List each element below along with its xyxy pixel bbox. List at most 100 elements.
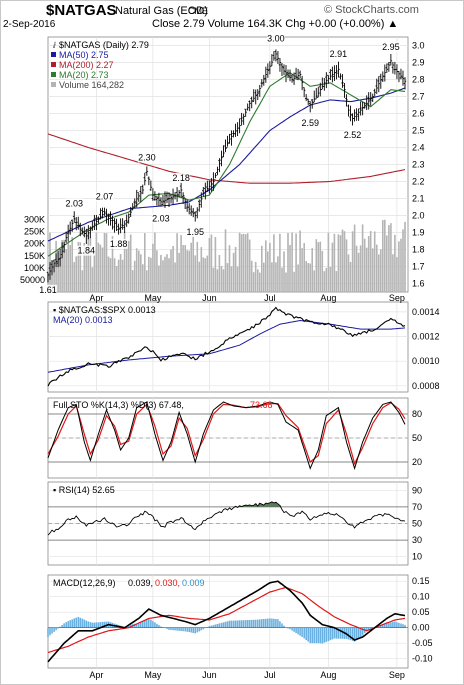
- macd-histogram-bar: [160, 626, 162, 628]
- legend-ma200: MA(200) 2.27: [59, 60, 114, 70]
- macd-histogram-bar: [65, 622, 67, 628]
- volume-bar: [53, 263, 55, 292]
- macd-histogram-bar: [178, 627, 180, 631]
- price-xtick-label: Apr: [89, 293, 103, 303]
- macd-histogram-bar: [180, 627, 182, 631]
- volume-bar: [77, 241, 80, 292]
- volume-bar: [180, 235, 182, 292]
- price-annotation: 1.95: [186, 227, 204, 237]
- macd-histogram-bar: [184, 627, 186, 632]
- volume-bar: [214, 237, 217, 292]
- ratio-line: [47, 306, 406, 387]
- macd-histogram-bar: [202, 627, 205, 630]
- macd-histogram-bar: [95, 622, 98, 628]
- volume-bar: [347, 254, 350, 292]
- ratio-ytick-label: 0.0008: [412, 381, 440, 391]
- volume-bar: [228, 245, 231, 292]
- stochastic-ytick-label: 50: [412, 433, 422, 443]
- macd-histogram-bar: [384, 623, 386, 628]
- volume-bar: [327, 232, 330, 292]
- price-annotation-bg: [186, 227, 205, 237]
- volume-bar: [299, 230, 301, 292]
- ratio-legend-main: ▪ $NATGAS:$SPX 0.0013: [53, 305, 156, 315]
- price-annotation-bg: [329, 48, 348, 59]
- volume-bar: [140, 254, 142, 292]
- macd-histogram-bar: [57, 627, 59, 629]
- macd-histogram-bar: [267, 618, 269, 628]
- volume-bar: [152, 243, 154, 292]
- volume-bar: [194, 255, 196, 292]
- macd-histogram-bar: [176, 627, 178, 631]
- volume-bar: [373, 231, 376, 292]
- price-annotation: 1.84: [78, 246, 96, 256]
- volume-bar: [174, 262, 176, 292]
- macd-ytick-label: -0.05: [412, 638, 433, 648]
- macd-histogram-bar: [347, 627, 350, 640]
- price-annotation: 1.88: [110, 239, 128, 249]
- macd-histogram-bar: [216, 624, 219, 628]
- volume-bar: [230, 266, 233, 292]
- macd-histogram-bar: [140, 622, 142, 628]
- symbol-name: Natural Gas (EOD): [115, 5, 208, 17]
- macd-histogram-bar: [337, 627, 340, 639]
- macd-histogram-bar: [359, 627, 362, 637]
- macd-histogram-bar: [291, 627, 293, 631]
- macd-ytick-label: 0.00: [412, 623, 430, 633]
- macd-histogram-bar: [150, 619, 152, 628]
- macd-histogram-bar: [390, 622, 392, 628]
- volume-bar: [333, 233, 336, 292]
- volume-bar: [65, 249, 67, 292]
- volume-bar: [277, 256, 279, 292]
- volume-bar: [109, 258, 112, 292]
- rsi-legend: ▪ RSI(14) 52.65: [53, 485, 115, 495]
- macd-histogram-bar: [240, 620, 243, 628]
- macd-histogram-bar: [154, 622, 156, 628]
- macd-histogram-bar: [63, 623, 65, 628]
- volume-bar: [404, 221, 406, 292]
- price-annotation: 2.07: [96, 192, 114, 202]
- macd-xtick-label: Jun: [202, 670, 217, 680]
- price-ytick-label: 2.2: [412, 177, 425, 187]
- volume-bar: [398, 241, 400, 292]
- macd-histogram-bar: [73, 618, 75, 628]
- stochastic-ytick-label: 20: [412, 457, 422, 467]
- stochastic-ytick-label: 80: [412, 409, 422, 419]
- volume-bar: [224, 229, 227, 292]
- macd-histogram-bar: [315, 627, 318, 644]
- macd-histogram-bar: [142, 621, 144, 628]
- macd-histogram-bar: [341, 627, 344, 639]
- volume-bar: [238, 232, 241, 292]
- volume-bar: [339, 235, 342, 292]
- volume-bar: [67, 242, 69, 292]
- volume-bar: [303, 243, 305, 292]
- macd-histogram-bar: [250, 619, 253, 628]
- volume-bar: [206, 255, 209, 292]
- volume-bar: [359, 245, 362, 292]
- volume-bar: [59, 258, 61, 292]
- macd-xtick-label: Jul: [264, 670, 276, 680]
- volume-bar: [158, 265, 160, 292]
- macd-histogram-bar: [170, 627, 172, 630]
- macd-histogram-bar: [382, 624, 384, 628]
- volume-bar: [133, 260, 136, 292]
- volume-bar: [186, 250, 188, 292]
- volume-bar: [291, 232, 293, 292]
- price-annotation-bg: [137, 152, 156, 163]
- price-ytick-label: 2.4: [412, 143, 425, 153]
- volume-bar: [380, 249, 382, 292]
- volume-bar: [61, 240, 63, 292]
- volume-bar: [208, 238, 211, 292]
- ratio-panel: [47, 301, 409, 393]
- macd-histogram-bar: [303, 627, 305, 639]
- volume-bar: [218, 255, 221, 292]
- macd-histogram-bar: [293, 627, 295, 632]
- macd-legend: MACD(12,26,9): [53, 578, 116, 588]
- volume-bar: [252, 272, 255, 292]
- volume-bar: [386, 235, 388, 292]
- volume-bar: [319, 241, 322, 292]
- volume-bar: [390, 223, 392, 292]
- volume-bar: [335, 271, 338, 292]
- volume-bar: [125, 248, 128, 292]
- macd-histogram-bar: [83, 619, 86, 628]
- volume-bar: [51, 260, 53, 292]
